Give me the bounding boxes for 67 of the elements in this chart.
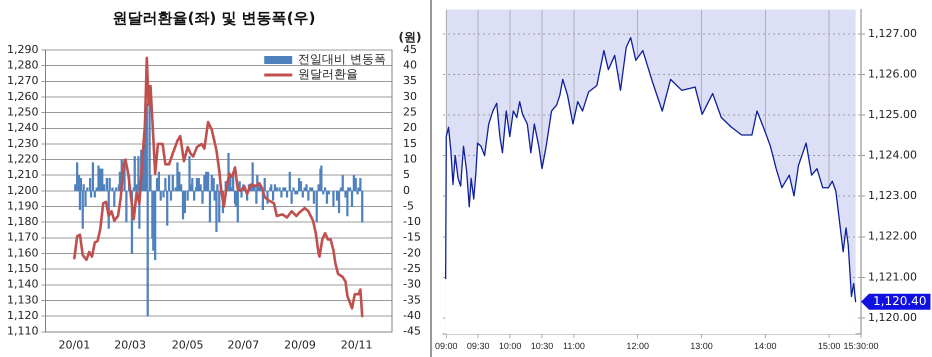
y-tick-label: 1,130	[6, 293, 38, 306]
y-tick-label: 1,122.00	[868, 230, 917, 243]
y-tick-label: 1,250	[6, 105, 38, 118]
y-tick-label: 1,230	[6, 136, 38, 150]
y2-tick-label: -15	[403, 230, 421, 244]
y-tick-label: 1,280	[6, 58, 38, 72]
y-tick-label: 1,150	[6, 262, 38, 276]
y-tick-label: 1,123.00	[868, 189, 917, 202]
x-tick-label: 20/05	[172, 338, 204, 352]
y-tick-label: 1,270	[6, 74, 38, 88]
x-tick-label: 09:00	[435, 341, 458, 352]
y-tick-label: 1,290	[6, 42, 38, 56]
x-tick-label: 20/07	[228, 338, 260, 352]
y2-tick-label: 45	[403, 42, 418, 56]
y-tick-label: 1,127.00	[868, 26, 917, 40]
y2-tick-label: 5	[403, 168, 410, 182]
y2-tick-label: -40	[403, 309, 421, 322]
y2-tick-label: 30	[403, 90, 418, 103]
y-tick-label: 1,260	[6, 90, 38, 103]
x-tick-label: 09:30	[466, 341, 490, 352]
y-tick-label: 1,160	[6, 246, 38, 260]
legend-label: 원달러환율	[298, 67, 358, 82]
chart-title: 원달러환율(좌) 및 변동폭(우)	[112, 8, 316, 27]
y2-tick-label: 40	[403, 58, 418, 72]
y-tick-label: 1,110	[6, 324, 38, 338]
x-tick-label: 10:00	[498, 341, 522, 352]
y-tick-label: 1,190	[6, 199, 38, 212]
y2-tick-label: 25	[403, 105, 418, 118]
y-tick-label: 1,120.00	[868, 310, 917, 324]
x-tick-label: 15:00	[818, 341, 840, 352]
y2-tick-label: -25	[403, 262, 421, 276]
x-tick-label: 20/09	[284, 338, 316, 352]
y-tick-label: 1,126.00	[868, 67, 917, 80]
x-tick-label: 12:00	[626, 341, 649, 352]
y2-tick-label: 15	[403, 136, 418, 150]
y2-tick-label: -5	[403, 199, 414, 212]
text: 1,120.40	[873, 294, 926, 308]
x-tick-label: 15:30:00	[843, 341, 879, 352]
y2-tick-label: 10	[403, 152, 418, 166]
y2-tick-label: -35	[403, 293, 421, 306]
x-tick-label: 20/03	[114, 338, 146, 352]
y-tick-label: 1,140	[6, 278, 38, 291]
y2-tick-label: 35	[403, 74, 418, 88]
y2-tick-label: -30	[403, 278, 421, 291]
y-tick-label: 1,120	[6, 309, 38, 322]
y-tick-label: 1,180	[6, 215, 38, 228]
x-tick-label: 20/01	[58, 338, 90, 352]
y2-axis-title: (원)	[398, 30, 422, 44]
y-tick-label: 1,170	[6, 230, 38, 244]
legend-label: 전일대비 변동폭	[298, 52, 386, 66]
y-tick-label: 1,240	[6, 121, 38, 134]
y2-tick-label: -20	[403, 246, 421, 260]
y-tick-label: 1,121.00	[868, 270, 917, 284]
y2-tick-label: -45	[403, 324, 421, 338]
y-tick-label: 1,125.00	[868, 108, 917, 121]
y2-tick-label: 0	[403, 184, 410, 197]
y-tick-label: 1,220	[6, 152, 38, 166]
y-tick-label: 1,210	[6, 168, 38, 182]
x-tick-label: 14:00	[754, 341, 777, 352]
y-tick-label: 1,124.00	[868, 148, 917, 162]
y2-tick-label: 20	[403, 121, 418, 134]
x-tick-label: 13:00	[690, 341, 713, 352]
y-tick-label: 1,200	[6, 184, 38, 197]
x-tick-label: 11:00	[562, 341, 585, 352]
y2-tick-label: -10	[403, 215, 421, 228]
x-tick-label: 10:30	[530, 341, 554, 352]
x-tick-label: 20/11	[340, 338, 373, 352]
